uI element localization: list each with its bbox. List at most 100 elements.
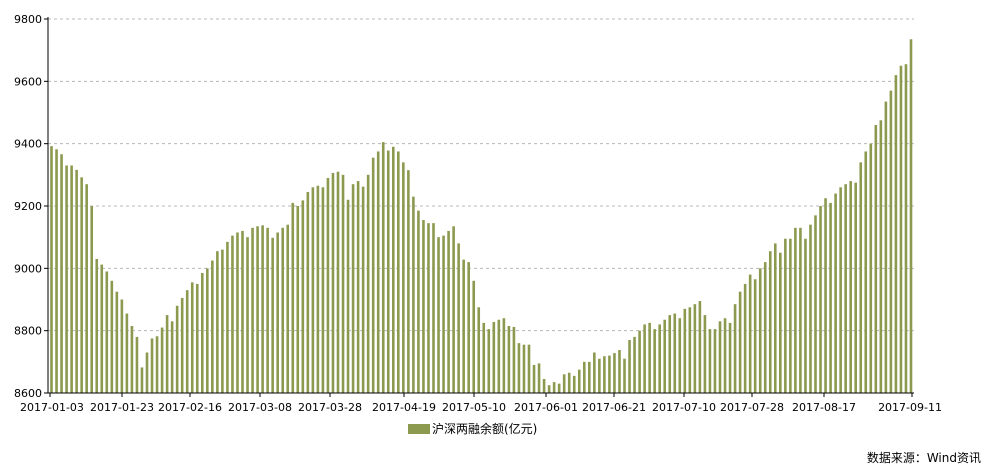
bar (517, 343, 521, 393)
x-tick-label: 2017-09-11 (878, 401, 942, 414)
bar (557, 383, 561, 393)
bar (879, 120, 883, 393)
bar (849, 181, 852, 393)
bar (874, 124, 878, 393)
bar (80, 177, 83, 393)
bar (376, 151, 380, 393)
bar (120, 299, 124, 393)
legend: 沪深两融余额(亿元) (408, 420, 537, 437)
x-tick-label: 2017-06-21 (582, 401, 646, 414)
bar (195, 283, 199, 393)
bar (799, 227, 802, 393)
bar (407, 170, 410, 393)
bar (402, 162, 405, 393)
bar (316, 185, 320, 393)
y-tick-label: 8600 (14, 387, 42, 400)
bar (90, 206, 94, 393)
bar (834, 193, 837, 393)
bar (442, 235, 445, 393)
bar (100, 264, 104, 393)
bar (773, 243, 777, 393)
y-tick-label: 8800 (14, 325, 42, 338)
bar (894, 75, 898, 393)
bar (743, 283, 747, 393)
bar (618, 349, 621, 393)
bar (160, 327, 164, 393)
y-tick-label: 9600 (14, 75, 42, 88)
bar (738, 291, 742, 393)
bar (200, 273, 204, 393)
bar (412, 196, 415, 393)
bar (507, 325, 511, 393)
bar (723, 318, 727, 393)
bar (130, 325, 134, 393)
bar (824, 198, 827, 393)
bar (698, 301, 702, 393)
bar (869, 143, 873, 393)
bar (588, 361, 591, 393)
legend-swatch (408, 423, 430, 434)
bar (748, 274, 752, 393)
bar (713, 329, 717, 393)
bar (221, 249, 224, 393)
bar (361, 186, 365, 393)
bar (110, 280, 114, 393)
x-tick-label: 2017-03-28 (298, 401, 362, 414)
bar (859, 162, 863, 393)
bar (467, 262, 470, 393)
bar (115, 291, 119, 393)
bar (643, 324, 646, 393)
bar (683, 308, 687, 393)
bar (547, 385, 551, 393)
bar (381, 142, 385, 393)
bar (266, 227, 269, 393)
bar (422, 220, 425, 393)
bar (899, 65, 903, 393)
bars (50, 39, 913, 394)
bar (326, 177, 330, 393)
bar (95, 258, 99, 393)
bar (271, 237, 274, 393)
bar (613, 353, 616, 393)
bar (306, 191, 310, 393)
bar (537, 363, 541, 393)
bar (301, 200, 305, 393)
bar (296, 206, 300, 393)
bar (789, 238, 792, 393)
bar (216, 251, 219, 393)
bar (884, 101, 888, 393)
bar (386, 150, 390, 393)
bar (185, 290, 189, 393)
bar (50, 146, 53, 393)
bar (552, 382, 556, 393)
bar (492, 321, 496, 393)
bar (668, 315, 672, 393)
bar (804, 238, 807, 393)
bar (477, 307, 481, 393)
bar (839, 187, 842, 393)
bar (135, 336, 139, 393)
x-axis-ticks: 2017-01-03 2017-01-23 2017-02-16 2017-03-08… (20, 393, 942, 414)
bar (728, 322, 732, 394)
bar (598, 358, 601, 393)
bar (85, 184, 88, 393)
bar (758, 268, 762, 393)
bar (150, 338, 154, 393)
bar (70, 165, 73, 393)
x-tick-label: 2017-03-08 (228, 401, 292, 414)
bar (145, 352, 149, 393)
bar (462, 259, 465, 393)
bar (427, 223, 430, 393)
bar (522, 344, 526, 393)
bar (628, 340, 631, 393)
bar (582, 361, 586, 393)
x-tick-label: 2017-07-10 (652, 401, 716, 414)
x-tick-label: 2017-06-01 (514, 401, 578, 414)
bar (206, 268, 209, 393)
bar (608, 355, 611, 393)
bar (819, 206, 822, 393)
bar (603, 356, 606, 393)
bar (663, 319, 667, 393)
bar (336, 171, 340, 393)
